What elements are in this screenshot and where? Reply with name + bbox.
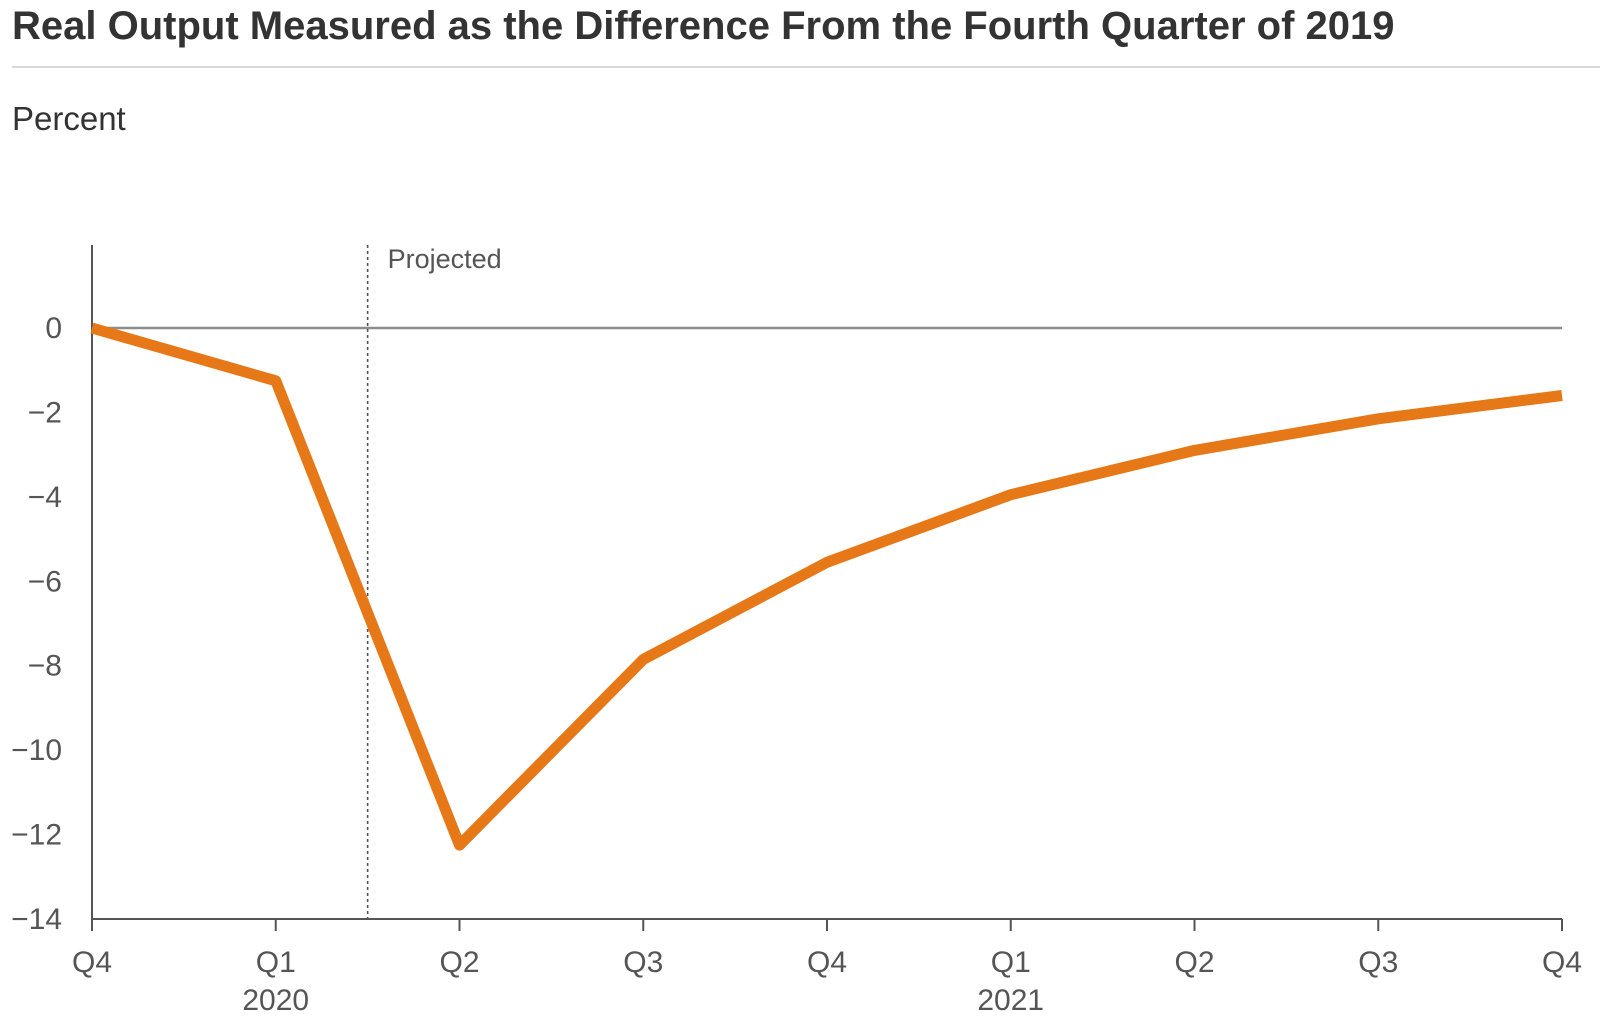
y-tick-label: −6 (28, 565, 62, 598)
x-tick-label: Q2 (1174, 946, 1214, 979)
x-year-label: 2021 (977, 984, 1044, 1017)
y-tick-label: −12 (11, 819, 62, 852)
x-tick-label: Q1 (991, 946, 1031, 979)
chart-title: Real Output Measured as the Difference F… (12, 4, 1395, 48)
x-tick-label: Q2 (439, 946, 479, 979)
y-tick-label: −8 (28, 650, 62, 683)
x-tick-label: Q3 (623, 946, 663, 979)
y-tick-label: −14 (11, 903, 62, 936)
projected-annotation: Projected (388, 244, 502, 274)
y-tick-label: −2 (28, 396, 62, 429)
x-year-label: 2020 (242, 984, 309, 1017)
x-tick-label: Q4 (807, 946, 847, 979)
x-tick-label: Q4 (72, 946, 112, 979)
title-divider (12, 66, 1600, 68)
x-tick-label: Q1 (256, 946, 296, 979)
y-tick-label: −4 (28, 481, 62, 514)
series-line (90, 322, 1563, 851)
x-tick-label: Q4 (1542, 946, 1582, 979)
y-tick-label: −10 (11, 734, 62, 767)
y-tick-label: 0 (45, 312, 62, 345)
y-axis-unit-label: Percent (12, 100, 126, 137)
x-tick-label: Q3 (1358, 946, 1398, 979)
